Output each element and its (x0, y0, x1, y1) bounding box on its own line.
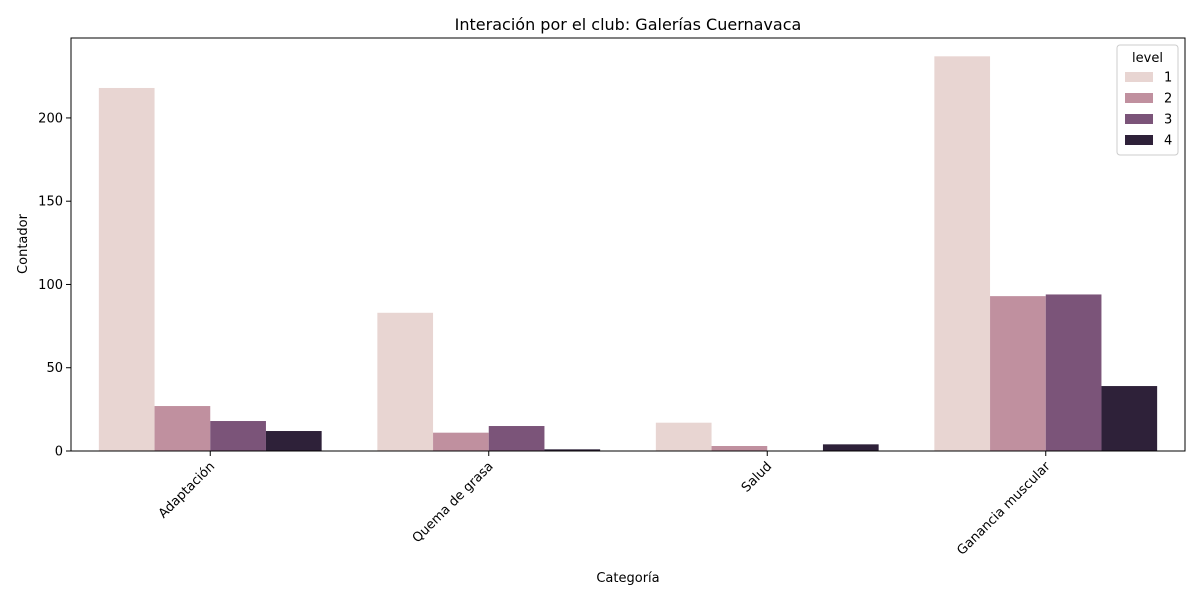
x-tick-label: Salud (739, 459, 775, 495)
y-tick-label: 50 (46, 361, 63, 376)
bar-ganancia-muscular-level-2 (990, 296, 1046, 452)
x-tick-label: Adaptación (156, 459, 218, 521)
legend-swatch-level-1 (1125, 72, 1153, 82)
bar-salud-level-1 (655, 422, 712, 451)
bar-adaptacion-level-1 (98, 87, 155, 452)
bar-quema-de-grasa-level-4 (544, 449, 601, 451)
bar-ganancia-muscular-level-1 (934, 56, 991, 451)
bar-adaptacion-level-4 (265, 431, 322, 451)
legend-swatch-level-4 (1125, 135, 1153, 145)
legend-title: level (1132, 51, 1163, 66)
legend-label-level-1: 1 (1164, 71, 1172, 86)
bar-quema-de-grasa-level-3 (488, 426, 545, 451)
bar-ganancia-muscular-level-4 (1101, 386, 1158, 451)
legend-swatch-level-3 (1125, 114, 1153, 124)
y-tick-label: 150 (38, 195, 63, 210)
legend-label-level-3: 3 (1164, 113, 1172, 128)
x-axis-title: Categoría (596, 571, 659, 586)
y-axis-title: Contador (16, 213, 31, 274)
plot-area: 0 50 100 150 200 Adaptación Quema de grasa Salu… (38, 37, 1186, 559)
bar-quema-de-grasa-level-2 (433, 432, 489, 451)
bar-adaptacion-level-3 (210, 421, 266, 451)
y-tick-label: 200 (38, 111, 63, 126)
legend-swatch-level-2 (1125, 93, 1153, 103)
legend: level 1 2 3 4 (1116, 44, 1179, 156)
bar-salud-level-2 (711, 446, 768, 451)
y-tick-label: 0 (55, 445, 63, 460)
x-tick-label: Quema de grasa (410, 459, 497, 546)
x-tick-label: Ganancia muscular (954, 459, 1054, 559)
axes-frame (70, 37, 1186, 452)
chart-title: Interación por el club: Galerías Cuernav… (455, 15, 802, 34)
bar-quema-de-grasa-level-1 (377, 312, 434, 451)
y-tick-label: 100 (38, 278, 63, 293)
legend-label-level-4: 4 (1164, 134, 1172, 149)
bar-adaptacion-level-2 (154, 406, 211, 451)
bar-ganancia-muscular-level-3 (1045, 294, 1102, 451)
legend-label-level-2: 2 (1164, 92, 1172, 107)
bar-salud-level-4 (822, 444, 879, 451)
